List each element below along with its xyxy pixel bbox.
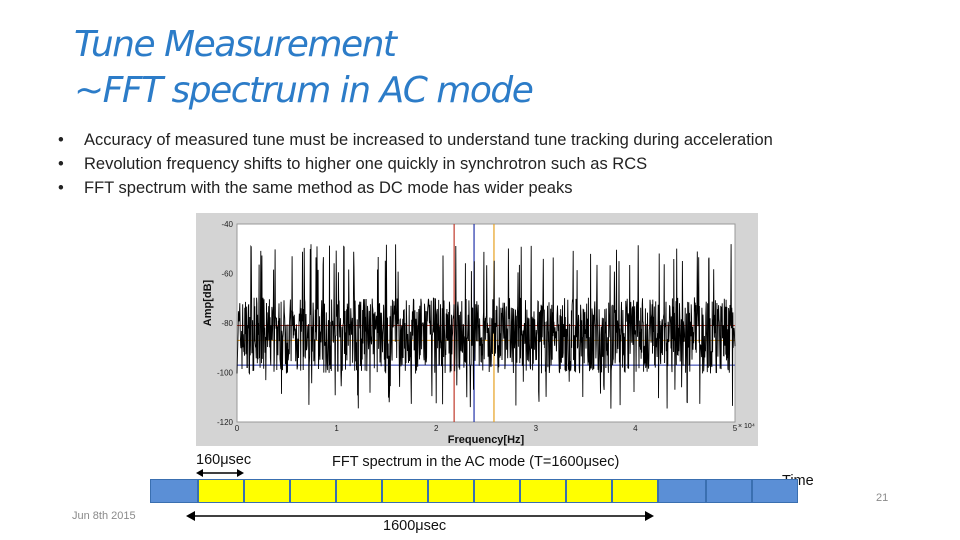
- y-tick-label: -40: [221, 220, 233, 229]
- x-tick-label: 0: [235, 424, 240, 433]
- timing-cell: [198, 479, 244, 503]
- title-line-2: ~FFT spectrum in AC mode: [74, 70, 534, 111]
- slide-title: Tune Measurement ~FFT spectrum in AC mod…: [74, 22, 534, 114]
- timing-cell: [566, 479, 612, 503]
- spectrum-trace: [236, 244, 736, 409]
- x-axis-multiplier: × 10⁴: [738, 423, 755, 430]
- span-label: 1600μsec: [383, 518, 447, 534]
- interval-label: 160μsec: [196, 452, 252, 468]
- title-line-1: Tune Measurement: [74, 24, 397, 65]
- bullet-item: Revolution frequency shifts to higher on…: [58, 152, 773, 176]
- y-tick-label: -120: [217, 418, 234, 427]
- timing-cell: [658, 479, 706, 503]
- timing-cell: [474, 479, 520, 503]
- y-tick-label: -100: [217, 369, 234, 378]
- y-tick-label: -60: [221, 270, 233, 279]
- bullet-list: Accuracy of measured tune must be increa…: [58, 128, 773, 200]
- timing-cell: [244, 479, 290, 503]
- timing-cell: [382, 479, 428, 503]
- timing-cell: [150, 479, 198, 503]
- bullet-item: FFT spectrum with the same method as DC …: [58, 176, 773, 200]
- x-tick-label: 1: [334, 424, 339, 433]
- x-tick-label: 5: [733, 424, 738, 433]
- y-axis-label: Amp[dB]: [202, 279, 214, 326]
- page-number: 21: [876, 492, 889, 504]
- timing-cell: [290, 479, 336, 503]
- timing-cell: [706, 479, 752, 503]
- fft-spectrum-chart: 0 1 2 3 4 5 -40 -60 -80 -100 -120 Frequency[Hz] A…: [202, 220, 755, 446]
- timing-cell: [336, 479, 382, 503]
- timing-cell: [612, 479, 658, 503]
- x-tick-label: 3: [534, 424, 539, 433]
- x-tick-label: 4: [633, 424, 638, 433]
- bullet-item: Accuracy of measured tune must be increa…: [58, 128, 773, 152]
- y-tick-label: -80: [221, 319, 233, 328]
- x-tick-label: 2: [434, 424, 439, 433]
- timing-cell: [752, 479, 798, 503]
- fft-spectrum-figure: 0 1 2 3 4 5 -40 -60 -80 -100 -120 Frequency[Hz] A…: [196, 213, 758, 446]
- x-axis-label: Frequency[Hz]: [448, 434, 525, 446]
- interval-arrow: [196, 469, 244, 477]
- timing-cell: [428, 479, 474, 503]
- footer-date: Jun 8th 2015: [72, 510, 136, 522]
- span-arrow: [186, 511, 654, 521]
- fft-caption: FFT spectrum in the AC mode (T=1600μsec): [332, 454, 620, 470]
- timing-cell: [520, 479, 566, 503]
- timing-bar: [150, 479, 798, 503]
